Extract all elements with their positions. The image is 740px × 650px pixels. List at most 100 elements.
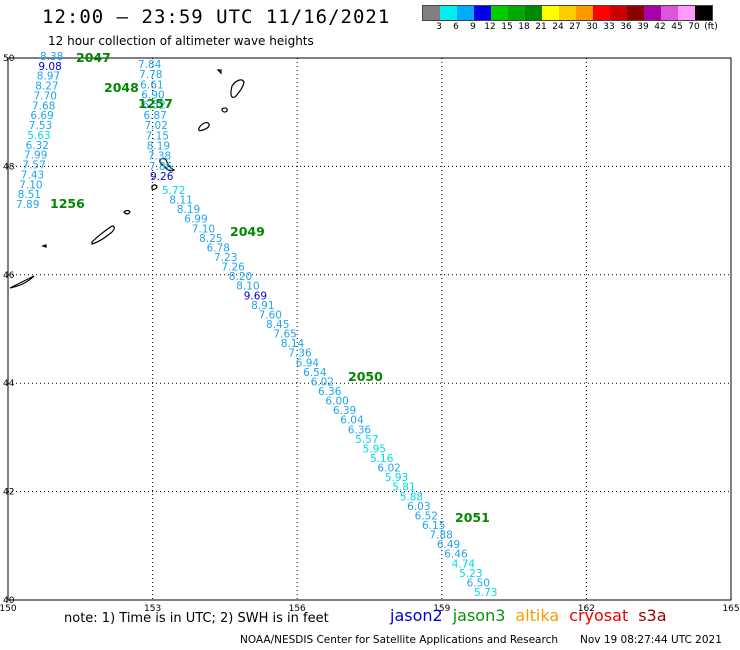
island-outline [230,79,245,98]
wave-height-value: 6.69 [30,110,53,122]
legend-tick-label: 9 [470,22,476,32]
wave-height-value: 5.93 [385,472,408,484]
island-outline [9,275,35,289]
wave-height-value: 7.78 [139,69,162,81]
legend-tick-label: 18 [518,22,530,32]
pass-number-label: 1256 [50,196,85,211]
wave-height-value: 7.60 [259,309,282,321]
wave-height-value: 5.57 [355,434,378,446]
wave-height-value: 8.25 [199,233,222,245]
map-subtitle: 12 hour collection of altimeter wave hei… [48,34,314,48]
wave-height-value: 5.88 [400,491,423,503]
wave-height-value: 7.43 [21,169,44,181]
wave-height-value: 6.78 [207,242,230,254]
wave-height-value: 7.65 [273,329,296,341]
wave-height-value: 6.87 [143,110,166,122]
legend-swatch [576,6,593,20]
wave-height-value: 7.86 [149,161,173,173]
longitude-label: 150 [0,604,17,614]
wave-height-value: 6.32 [26,140,49,152]
island-outline [123,209,131,215]
island-outline [91,225,115,245]
legend-tick-label: 3 [436,22,442,32]
wave-height-value: 8.51 [18,189,41,201]
legend-tick-label: 12 [484,22,496,32]
wave-height-value: 8.19 [177,204,200,216]
wave-height-value: 7.02 [145,120,168,132]
legend-tick-label: 39 [637,22,649,32]
wave-height-value: 7.88 [429,530,452,542]
satellite-name: s3a [638,606,667,625]
legend-swatch [593,6,610,20]
legend-tick-label: 45 [671,22,683,32]
pass-number-label: 2047 [76,50,111,65]
legend-swatch [559,6,576,20]
wave-height-value: 7.99 [24,150,47,162]
wave-height-value: 6.49 [437,539,460,551]
wave-height-value: 5.63 [27,130,50,142]
wave-height-value: 8.97 [37,71,60,83]
axis-labels: 150 153 156 159 162 165 50 48 46 44 42 40 [0,54,740,614]
wave-height-value: 8.45 [266,319,289,331]
wave-height-value: 6.36 [318,386,342,398]
map-frame [7,57,732,601]
wave-height-value: 8.10 [236,281,259,293]
legend-tick-label: (ft) [704,22,718,32]
legend-swatch [491,6,508,20]
pass-number-label: 2051 [455,510,490,525]
legend-swatch [695,6,712,20]
wave-height-value: 8.11 [169,195,192,207]
legend-swatch [627,6,644,20]
wave-height-value: 8.91 [251,300,274,312]
legend-tick-labels: 3 6 9 12 15 18 21 24 27 30 33 36 39 42 45 70 (ft) [422,21,718,33]
wave-height-value: 6.15 [422,520,445,532]
wave-height-value: 6.39 [333,405,356,417]
longitude-label: 159 [433,604,450,614]
satellite-legend: jason2 jason3 altika cryosat s3a [390,606,677,625]
map-title: 12:00 – 23:59 UTC 11/16/2021 [42,6,391,28]
longitude-label: 162 [578,604,595,614]
wave-height-value: 7.38 [148,151,171,163]
wave-height-value: 6.02 [377,463,400,475]
legend-tick-label: 6 [453,22,459,32]
wave-height-value: 5.81 [392,482,415,494]
altimeter-tracks: 8.389.088.978.277.707.686.697.535.636.32… [16,51,497,599]
island-outline [216,69,222,75]
wave-height-value: 5.23 [459,568,482,580]
wave-height-value: 7.10 [19,179,42,191]
legend-tick-label: 36 [620,22,632,32]
wave-height-value: 7.23 [214,252,237,264]
pass-number-label: 2049 [230,224,265,239]
legend-swatch [525,6,542,20]
satellite-name: altika [515,606,560,625]
wave-height-value: 8.38 [40,51,63,63]
wave-height-value: 6.94 [296,357,320,369]
wave-height-value: 6.90 [141,90,164,102]
wave-height-value: 7.53 [29,120,52,132]
wave-height-value: 7.70 [34,90,57,102]
island-outline [151,184,158,190]
wave-height-value: 7.68 [32,100,55,112]
wave-height-value: 6.50 [467,577,490,589]
legend-swatch [542,6,559,20]
wave-height-value: 8.19 [147,140,170,152]
wave-height-value: 6.54 [303,367,327,379]
latitude-label: 50 [3,54,15,64]
legend-swatch [440,6,457,20]
wave-height-value: 8.27 [35,81,58,93]
wave-height-value: 6.61 [140,79,163,91]
wave-height-value: 7.36 [288,348,312,360]
wave-height-value: 8.20 [229,271,252,283]
pass-number-label: 2050 [348,369,383,384]
legend-swatch [661,6,678,20]
latitude-label: 40 [3,596,15,606]
wave-height-value: 6.00 [325,396,348,408]
wave-height-color-legend: 3 6 9 12 15 18 21 24 27 30 33 36 39 42 45 70 (ft) [422,5,718,33]
wave-height-value: 5.95 [363,443,386,455]
legend-tick-label: 24 [552,22,564,32]
latitude-label: 48 [3,162,15,172]
island-outline [41,244,47,248]
wave-height-value: 9.69 [244,290,267,302]
